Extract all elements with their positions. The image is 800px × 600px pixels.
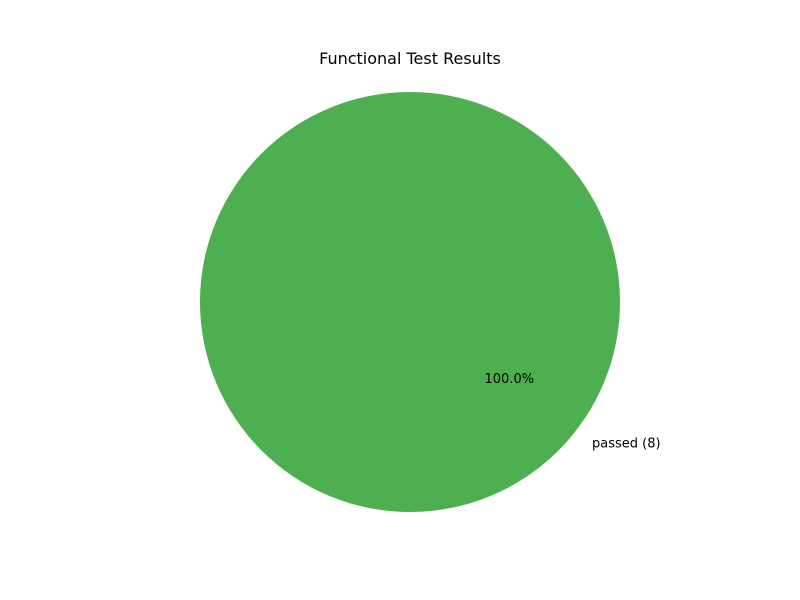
pie-slices (200, 92, 620, 512)
pie-slice-0 (200, 92, 620, 512)
chart-title: Functional Test Results (319, 49, 501, 68)
pie-labels: 100.0% passed (8) (485, 372, 661, 452)
pie-percent-label-0: 100.0% (485, 372, 535, 387)
pie-slice-label-0: passed (8) (592, 437, 661, 452)
